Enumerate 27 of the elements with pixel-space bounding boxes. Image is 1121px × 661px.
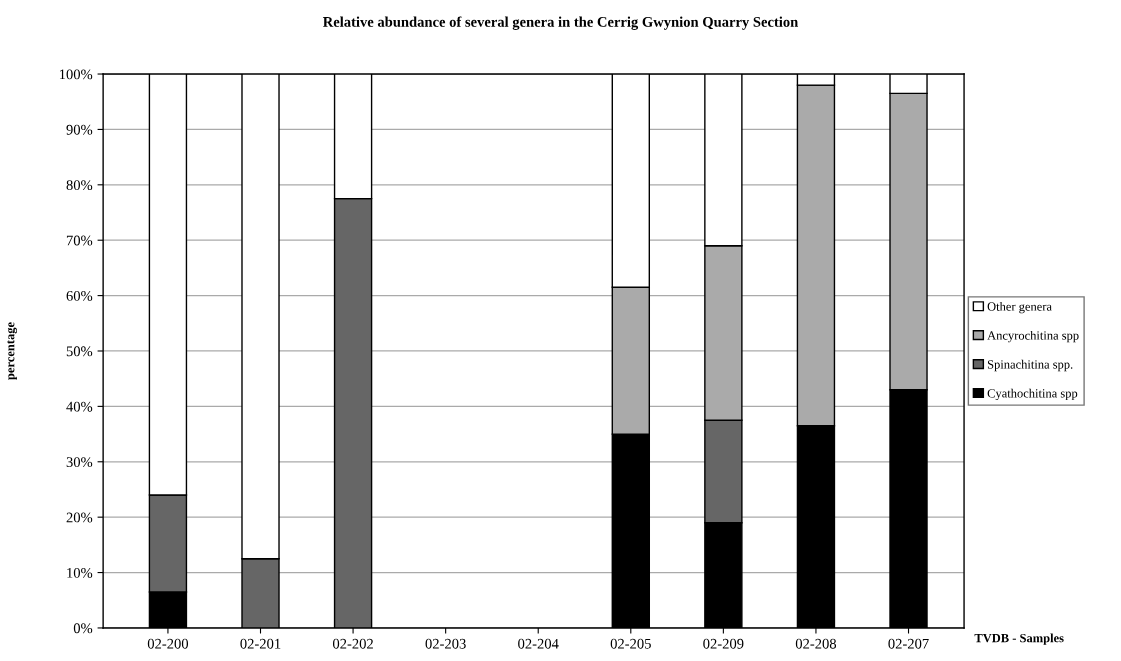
x-tick-label: 02-201 [240, 638, 281, 649]
y-tick-label: 40% [66, 401, 93, 412]
x-axis-title: TVDB - Samples [974, 633, 1064, 645]
legend-label: Spinachitina spp. [987, 359, 1073, 372]
y-tick-label: 100% [59, 69, 93, 80]
legend-label: Other genera [987, 301, 1052, 314]
chart-title: Relative abundance of several genera in the Cerrig Gwynion Quarry Section [322, 16, 799, 30]
y-tick-label: 10% [67, 567, 93, 578]
x-tick-label: 02-208 [795, 638, 837, 649]
y-tick-label: 0% [73, 623, 93, 634]
x-tick-label: 02-207 [888, 638, 929, 649]
legend-label: Ancyrochitina spp [987, 330, 1079, 343]
x-tick-label: 02-204 [518, 638, 559, 649]
x-tick-label: 02-202 [332, 638, 373, 649]
x-tick-label: 02-209 [703, 638, 744, 649]
legend-label: Cyathochitina spp [987, 388, 1078, 401]
x-tick-label: 02-200 [147, 638, 189, 649]
y-tick-label: 70% [66, 235, 93, 246]
y-tick-label: 80% [66, 180, 93, 191]
y-tick-label: 20% [66, 512, 93, 523]
x-tick-label: 02-203 [425, 638, 466, 649]
x-tick-label: 02-205 [610, 638, 651, 649]
y-tick-label: 50% [66, 346, 93, 357]
y-tick-label: 30% [66, 457, 93, 468]
y-tick-label: 90% [66, 124, 93, 135]
y-axis-title: percentage [7, 322, 18, 380]
y-tick-label: 60% [66, 290, 93, 301]
